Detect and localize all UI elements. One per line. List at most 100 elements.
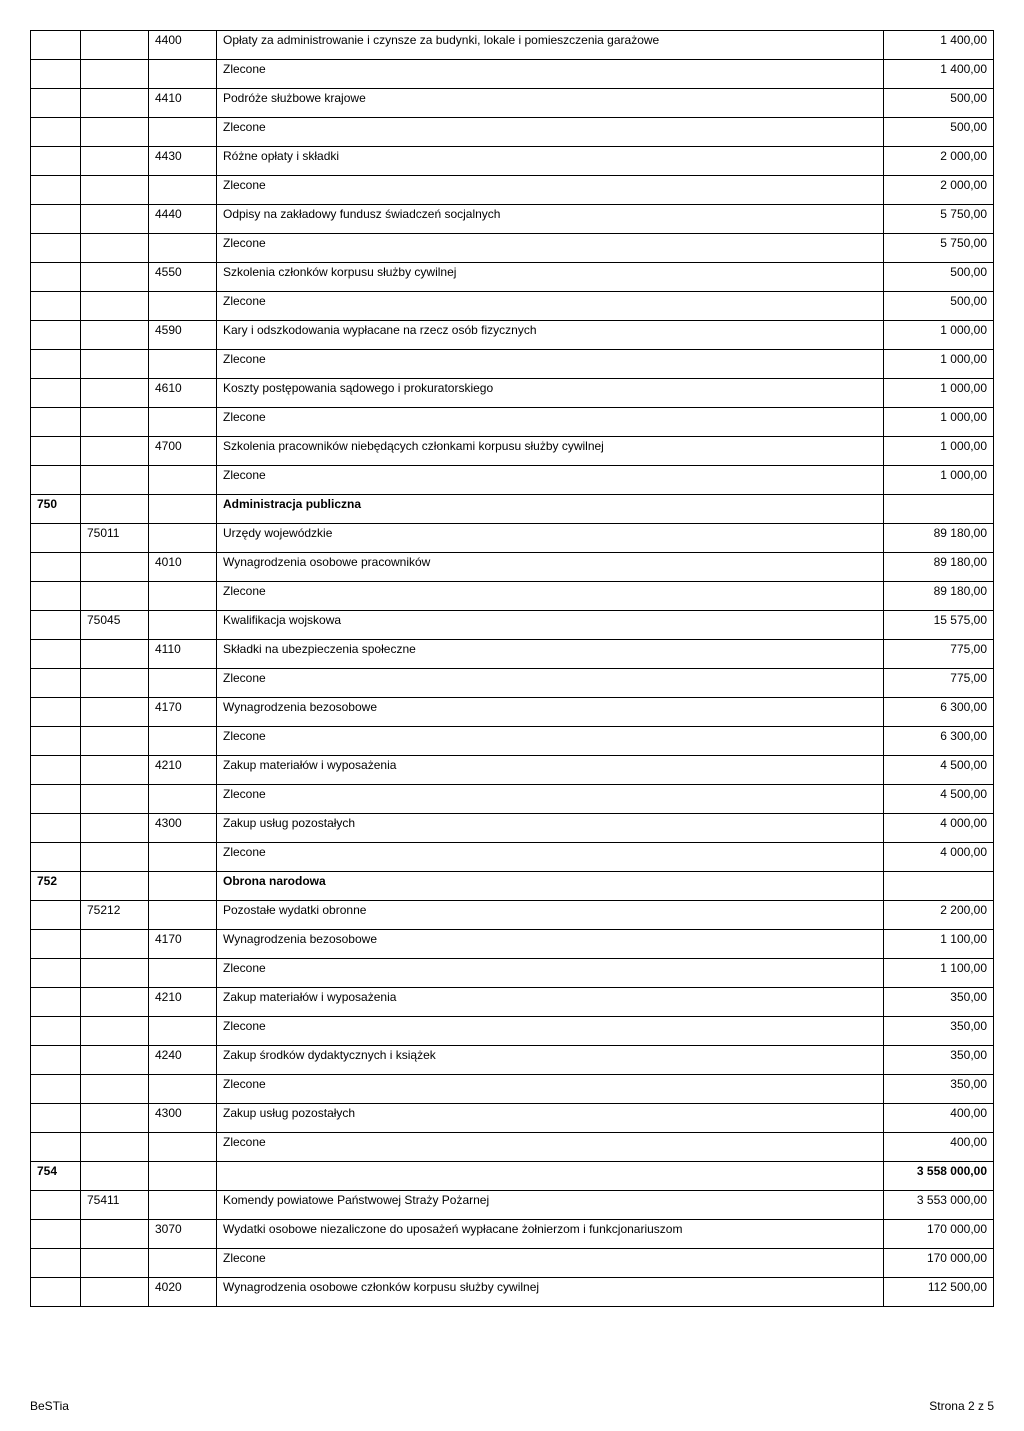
cell-c2 <box>149 118 217 147</box>
cell-c1 <box>81 785 149 814</box>
cell-c0 <box>31 727 81 756</box>
cell-c4: 500,00 <box>884 118 994 147</box>
cell-c1 <box>81 1278 149 1307</box>
cell-c2: 4550 <box>149 263 217 292</box>
cell-c3: Komendy powiatowe Państwowej Straży Poża… <box>217 1191 884 1220</box>
cell-c1 <box>81 118 149 147</box>
cell-c2 <box>149 1133 217 1162</box>
cell-c1 <box>81 379 149 408</box>
table-row: Zlecone400,00 <box>31 1133 994 1162</box>
table-row: 4700Szkolenia pracowników niebędących cz… <box>31 437 994 466</box>
table-row: 4170Wynagrodzenia bezosobowe6 300,00 <box>31 698 994 727</box>
cell-c4: 112 500,00 <box>884 1278 994 1307</box>
cell-c4 <box>884 872 994 901</box>
cell-c3: Zlecone <box>217 408 884 437</box>
cell-c0 <box>31 408 81 437</box>
cell-c4: 2 000,00 <box>884 176 994 205</box>
table-row: 4170Wynagrodzenia bezosobowe1 100,00 <box>31 930 994 959</box>
cell-c1 <box>81 437 149 466</box>
cell-c1 <box>81 1017 149 1046</box>
table-row: 4550Szkolenia członków korpusu służby cy… <box>31 263 994 292</box>
cell-c4: 500,00 <box>884 263 994 292</box>
cell-c4: 5 750,00 <box>884 205 994 234</box>
table-row: Zlecone350,00 <box>31 1075 994 1104</box>
footer-left: BeSTia <box>30 1399 69 1413</box>
cell-c0 <box>31 524 81 553</box>
cell-c2 <box>149 901 217 930</box>
cell-c2: 4300 <box>149 814 217 843</box>
cell-c2: 4170 <box>149 930 217 959</box>
cell-c3: Różne opłaty i składki <box>217 147 884 176</box>
cell-c3: Koszty postępowania sądowego i prokurato… <box>217 379 884 408</box>
page: 4400Opłaty za administrowanie i czynsze … <box>0 0 1024 1431</box>
cell-c3: Składki na ubezpieczenia społeczne <box>217 640 884 669</box>
cell-c4: 5 750,00 <box>884 234 994 263</box>
cell-c1 <box>81 553 149 582</box>
cell-c3: Zlecone <box>217 669 884 698</box>
cell-c1 <box>81 1162 149 1191</box>
cell-c0 <box>31 669 81 698</box>
cell-c2: 4410 <box>149 89 217 118</box>
cell-c1 <box>81 698 149 727</box>
table-row: Zlecone4 500,00 <box>31 785 994 814</box>
cell-c4: 3 553 000,00 <box>884 1191 994 1220</box>
cell-c4: 15 575,00 <box>884 611 994 640</box>
table-row: Zlecone1 000,00 <box>31 408 994 437</box>
cell-c0 <box>31 321 81 350</box>
table-row: 752Obrona narodowa <box>31 872 994 901</box>
cell-c3: Zlecone <box>217 1017 884 1046</box>
table-body: 4400Opłaty za administrowanie i czynsze … <box>31 31 994 1307</box>
table-row: Zlecone6 300,00 <box>31 727 994 756</box>
table-row: 75045Kwalifikacja wojskowa15 575,00 <box>31 611 994 640</box>
cell-c4 <box>884 495 994 524</box>
cell-c2: 4440 <box>149 205 217 234</box>
cell-c1 <box>81 959 149 988</box>
table-row: Zlecone350,00 <box>31 1017 994 1046</box>
table-row: 4010Wynagrodzenia osobowe pracowników89 … <box>31 553 994 582</box>
cell-c0 <box>31 988 81 1017</box>
cell-c2 <box>149 1249 217 1278</box>
cell-c0 <box>31 843 81 872</box>
cell-c2 <box>149 959 217 988</box>
cell-c3: Zlecone <box>217 1249 884 1278</box>
cell-c2: 4610 <box>149 379 217 408</box>
table-row: 4110Składki na ubezpieczenia społeczne77… <box>31 640 994 669</box>
cell-c0: 754 <box>31 1162 81 1191</box>
cell-c1 <box>81 1075 149 1104</box>
table-row: Zlecone2 000,00 <box>31 176 994 205</box>
table-row: Zlecone170 000,00 <box>31 1249 994 1278</box>
cell-c4: 500,00 <box>884 89 994 118</box>
cell-c4: 775,00 <box>884 640 994 669</box>
table-row: 4300Zakup usług pozostałych4 000,00 <box>31 814 994 843</box>
cell-c4: 1 100,00 <box>884 959 994 988</box>
cell-c0 <box>31 611 81 640</box>
cell-c3: Wydatki osobowe niezaliczone do uposażeń… <box>217 1220 884 1249</box>
cell-c2: 4300 <box>149 1104 217 1133</box>
cell-c3: Kwalifikacja wojskowa <box>217 611 884 640</box>
table-row: 4430Różne opłaty i składki2 000,00 <box>31 147 994 176</box>
cell-c1 <box>81 669 149 698</box>
cell-c2 <box>149 843 217 872</box>
cell-c3: Pozostałe wydatki obronne <box>217 901 884 930</box>
table-row: Zlecone89 180,00 <box>31 582 994 611</box>
cell-c1 <box>81 756 149 785</box>
page-footer: BeSTia Strona 2 z 5 <box>30 1399 994 1413</box>
cell-c1 <box>81 263 149 292</box>
cell-c3 <box>217 1162 884 1191</box>
cell-c4: 170 000,00 <box>884 1220 994 1249</box>
table-row: Zlecone775,00 <box>31 669 994 698</box>
cell-c3: Urzędy wojewódzkie <box>217 524 884 553</box>
table-row: 4300Zakup usług pozostałych400,00 <box>31 1104 994 1133</box>
table-row: 4610Koszty postępowania sądowego i proku… <box>31 379 994 408</box>
cell-c4: 1 000,00 <box>884 379 994 408</box>
table-row: 4440Odpisy na zakładowy fundusz świadcze… <box>31 205 994 234</box>
cell-c3: Wynagrodzenia osobowe członków korpusu s… <box>217 1278 884 1307</box>
cell-c0 <box>31 234 81 263</box>
cell-c4: 1 400,00 <box>884 31 994 60</box>
cell-c2: 4240 <box>149 1046 217 1075</box>
table-row: 75011Urzędy wojewódzkie89 180,00 <box>31 524 994 553</box>
cell-c3: Zakup materiałów i wyposażenia <box>217 988 884 1017</box>
cell-c2: 4210 <box>149 988 217 1017</box>
cell-c4: 500,00 <box>884 292 994 321</box>
cell-c1: 75212 <box>81 901 149 930</box>
